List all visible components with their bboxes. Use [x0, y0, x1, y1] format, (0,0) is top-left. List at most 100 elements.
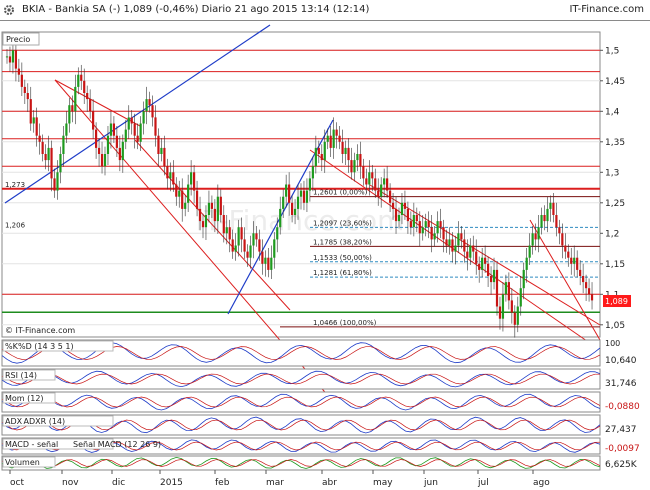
candle: [201, 213, 205, 239]
candle-body: [590, 294, 594, 301]
indicator-label-box: [2, 392, 56, 404]
candle: [255, 225, 258, 247]
uptrend-line: [4, 24, 271, 204]
indicator-value: 31,746: [605, 379, 637, 389]
candle: [285, 174, 288, 208]
candle-body: [65, 123, 68, 136]
candle-body: [335, 129, 338, 136]
candle: [246, 244, 249, 267]
candle-body: [579, 269, 582, 276]
candle: [451, 232, 454, 263]
candle-body: [264, 257, 267, 264]
candle-body: [371, 172, 374, 179]
candle: [555, 202, 558, 237]
candle-body: [145, 99, 148, 112]
candle-body: [582, 276, 585, 283]
candle-body: [80, 74, 83, 81]
candle: [65, 111, 68, 144]
candle-body: [53, 178, 56, 191]
y-tick-label: 1,35: [605, 138, 625, 148]
candle: [106, 125, 110, 165]
candle: [308, 171, 312, 202]
candle-body: [74, 86, 77, 112]
candle-body: [305, 190, 309, 203]
candle: [540, 207, 543, 235]
candle-body: [537, 227, 540, 240]
candle-body: [142, 111, 145, 124]
candle-body: [353, 160, 356, 173]
candle: [103, 146, 107, 176]
x-tick-label: jul: [477, 478, 489, 488]
candle-body: [288, 184, 291, 203]
x-tick-label: dic: [112, 478, 125, 488]
candle-body: [225, 227, 228, 234]
candle-body: [317, 147, 320, 154]
candle-body: [448, 239, 451, 246]
candle: [391, 193, 395, 220]
indicator-series: [1, 416, 601, 434]
candle: [353, 152, 356, 182]
candle-body: [466, 251, 469, 258]
candle-body: [341, 141, 344, 154]
fibonacci-label: 1,1533 (50,00%): [313, 254, 372, 262]
candle: [590, 282, 594, 310]
candle: [210, 195, 214, 219]
candle: [293, 199, 297, 225]
candle: [338, 125, 341, 150]
gear-icon[interactable]: [3, 4, 15, 16]
candle-body: [546, 208, 549, 222]
candle: [41, 134, 44, 162]
candle: [53, 168, 56, 198]
indicator-signal: [1, 459, 601, 467]
candle-body: [249, 245, 252, 258]
candle-body: [130, 117, 133, 124]
candle-body: [377, 190, 380, 197]
candle: [136, 123, 139, 150]
candle: [258, 229, 261, 261]
candle: [570, 247, 573, 275]
indicator-label: Mom (12): [5, 394, 44, 403]
candle: [47, 135, 50, 172]
candle: [513, 305, 516, 338]
candle-body: [252, 233, 255, 246]
candle: [35, 107, 38, 147]
indicator-series: [1, 456, 601, 469]
candle-body: [293, 208, 297, 215]
candle-body: [181, 190, 184, 209]
candle: [394, 196, 398, 234]
candle-body: [397, 215, 401, 222]
candle: [362, 158, 365, 186]
candle-body: [270, 257, 273, 270]
candle: [178, 180, 181, 208]
candle: [252, 221, 255, 259]
candle: [151, 95, 154, 127]
candle-body: [338, 135, 341, 142]
candle-body: [106, 135, 110, 154]
candle: [579, 260, 582, 286]
candle-body: [481, 257, 484, 270]
brand-link[interactable]: IT-Finance.com: [569, 4, 644, 15]
candle-body: [498, 306, 502, 319]
candle: [374, 168, 377, 198]
candle-body: [29, 99, 32, 124]
candle-body: [403, 202, 407, 209]
candle: [109, 111, 113, 149]
candle: [130, 110, 133, 135]
candle: [288, 172, 291, 216]
candle-body: [192, 172, 196, 191]
candle: [23, 79, 26, 104]
x-tick-label: jun: [423, 478, 438, 488]
candle: [216, 184, 219, 234]
candle-body: [201, 221, 205, 228]
candle-body: [564, 245, 567, 252]
candle-body: [112, 123, 116, 136]
candle-body: [406, 208, 410, 222]
indicator-signal: [1, 419, 601, 431]
candle: [305, 178, 309, 212]
candle: [44, 144, 47, 170]
candle: [492, 257, 496, 290]
candle: [386, 166, 389, 198]
fibonacci-label: 1,2601 (0,00%): [313, 189, 368, 197]
candle: [290, 195, 294, 223]
candle: [472, 235, 475, 261]
